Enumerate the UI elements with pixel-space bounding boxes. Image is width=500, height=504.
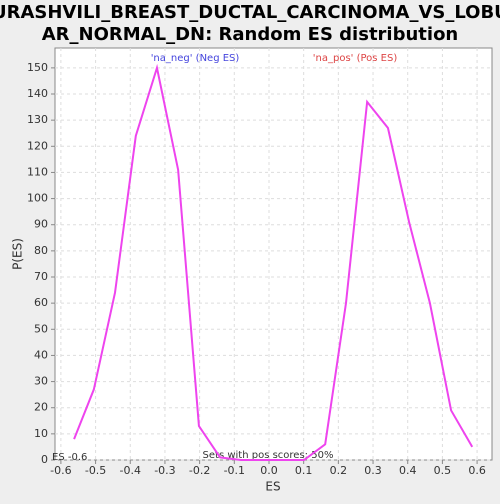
y-tick-label: 120 xyxy=(27,139,48,152)
y-tick-label: 30 xyxy=(34,375,48,388)
x-tick-label: 0.2 xyxy=(330,464,348,477)
y-tick-label: 70 xyxy=(34,270,48,283)
y-tick-label: 110 xyxy=(27,165,48,178)
annotation: 'na_pos' (Pos ES) xyxy=(313,53,398,64)
x-tick-label: 0.1 xyxy=(295,464,313,477)
y-tick-label: 20 xyxy=(34,401,48,414)
y-tick-label: 40 xyxy=(34,348,48,361)
x-tick-label: 0.5 xyxy=(434,464,452,477)
y-tick-label: 90 xyxy=(34,218,48,231)
y-tick-label: 50 xyxy=(34,322,48,335)
y-axis-label: P(ES) xyxy=(11,238,25,270)
x-tick-label: 0.6 xyxy=(468,464,486,477)
line xyxy=(73,63,474,461)
y-tick-label: 80 xyxy=(34,244,48,257)
y-tick-label: 0 xyxy=(41,453,48,466)
x-tick-label: -0.2 xyxy=(189,464,210,477)
y-tick-label: 10 xyxy=(34,427,48,440)
x-tick-label: 0.0 xyxy=(260,464,278,477)
x-tick-label: 0.4 xyxy=(399,464,417,477)
x-axis-label: ES xyxy=(265,480,280,494)
x-tick-label: -0.3 xyxy=(154,464,175,477)
y-tick-label: 150 xyxy=(27,61,48,74)
y-tick-label: 100 xyxy=(27,192,48,205)
x-tick-label: -0.6 xyxy=(50,464,71,477)
annotation: 'na_neg' (Neg ES) xyxy=(151,53,240,64)
plot-area xyxy=(54,47,493,461)
chart-title: AR_NORMAL_DN: Random ES distribution xyxy=(42,24,459,45)
annotation: ES -0.6 xyxy=(52,452,87,463)
x-tick-label: -0.1 xyxy=(224,464,245,477)
y-tick-label: 140 xyxy=(27,87,48,100)
x-tick-label: -0.4 xyxy=(120,464,141,477)
annotation: Sets with pos scores: 50% xyxy=(203,450,334,461)
chart-title: TURASHVILI_BREAST_DUCTAL_CARCINOMA_VS_LO… xyxy=(0,2,500,23)
x-tick-label: 0.3 xyxy=(364,464,382,477)
y-tick-label: 60 xyxy=(34,296,48,309)
x-tick-label: -0.5 xyxy=(85,464,106,477)
y-tick-label: 130 xyxy=(27,113,48,126)
